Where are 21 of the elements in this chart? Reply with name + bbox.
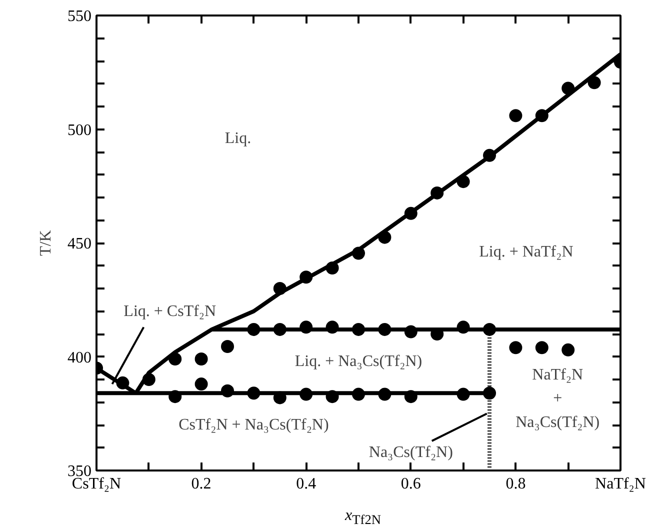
annotation: Liq. + CsTf₂N	[124, 302, 216, 320]
x-axis-title: x$_{Tf2N}$	[345, 507, 381, 527]
x-tick-label: CsTf₂N	[72, 476, 122, 492]
annotation: NaTf₂N	[532, 366, 584, 384]
x-tick-label: 0.6	[400, 476, 421, 492]
x-tick-label: 0.4	[296, 476, 316, 492]
x-tick-label: 0.8	[506, 476, 526, 492]
x-tick-label: 0.2	[191, 476, 212, 492]
annotation: Liq. + NaTf₂N	[479, 244, 574, 261]
annotation: +	[553, 390, 562, 408]
annotation: Na₃Cs(Tf₂N)	[516, 414, 600, 432]
y-tick-label: 450	[68, 236, 92, 252]
y-tick-label: 500	[68, 122, 92, 139]
y-tick-label: 400	[68, 349, 92, 366]
annotation: CsTf₂N + Na₃Cs(Tf₂N)	[178, 416, 329, 434]
y-axis-title: T/K	[38, 230, 54, 256]
annotation: Liq. + Na₃Cs(Tf₂N)	[294, 352, 422, 370]
x-tick-label: NaTf₂N	[595, 476, 646, 492]
annotation: Na₃Cs(Tf₂N)	[368, 444, 453, 461]
y-tick-label: 550	[68, 8, 92, 25]
annotation: Liq.	[224, 130, 252, 147]
